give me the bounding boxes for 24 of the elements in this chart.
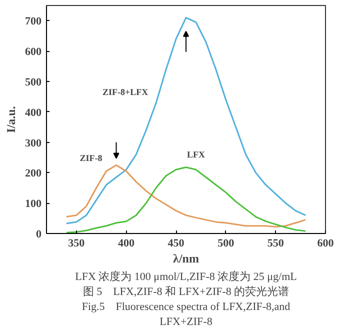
y-tick-label: 100	[25, 198, 42, 210]
text: LFX+ZIF-8	[160, 316, 213, 328]
x-tick-label: 550	[267, 238, 284, 250]
series-label: ZIF-8	[80, 153, 103, 164]
x-tick-label: 450	[168, 238, 185, 250]
y-tick-label: 200	[25, 168, 42, 180]
y-tick-label: 600	[25, 46, 42, 58]
x-tick-label: 400	[118, 238, 135, 250]
series-label: ZIF-8+LFX	[102, 86, 149, 97]
y-tick-label: 500	[25, 76, 42, 88]
line-series	[66, 16, 306, 224]
caption: Fig.5 Fluorescence spectra of LFX,ZIF-8,and	[82, 301, 291, 313]
caption: 图 5 LFX,ZIF-8 和 LFX+ZIF-8 的荧光光谱	[82, 285, 290, 298]
y-tick-label: 400	[25, 106, 42, 119]
text: LFX 浓度为 100 μmol/L,ZIF-8 浓度为 25 μg/mL	[75, 270, 298, 283]
x-tick-label: 350	[68, 238, 86, 250]
y-axis-title: I/a.u.	[4, 106, 18, 133]
y-tick-label: 0	[36, 228, 42, 240]
y-tick-label: 300	[25, 137, 42, 150]
series-label: LFX	[186, 150, 206, 160]
x-tick-label: 500	[218, 238, 235, 250]
x-tick-label: 600	[317, 238, 334, 250]
x-axis-title: λ/nm	[173, 252, 199, 266]
y-tick-label: 700	[25, 16, 42, 28]
